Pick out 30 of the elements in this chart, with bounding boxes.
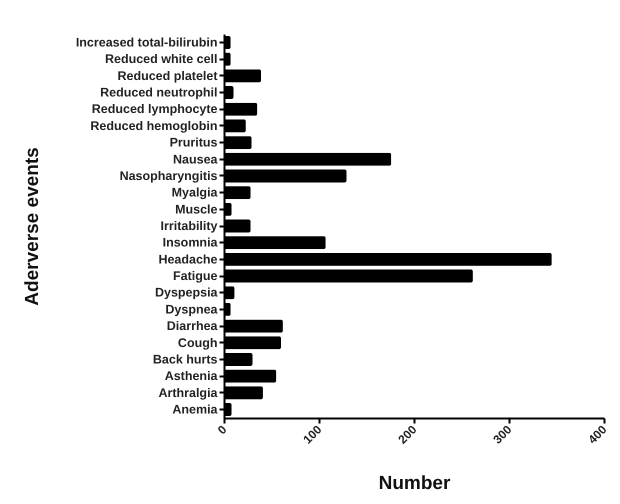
y-axis-title: Aderverse events: [22, 147, 43, 306]
y-tick-label: Headache: [158, 252, 218, 266]
x-tick-label: 200: [395, 422, 420, 447]
y-tick-label: Dyspepsia: [154, 286, 219, 300]
y-tick-label: Reduced hemoglobin: [90, 118, 218, 133]
y-tick-label: Nasopharyngitis: [120, 168, 218, 183]
y-tick-label: Reduced white cell: [104, 52, 218, 66]
y-tick-label: Reduced lymphocyte: [92, 102, 218, 116]
y-tick-label: Irritability: [160, 219, 218, 233]
y-tick-label: Nausea: [173, 152, 219, 166]
y-tick-label: Increased total-bilirubin: [76, 36, 218, 50]
x-tick-label: 300: [490, 422, 515, 447]
y-tick-label: Pruritus: [170, 136, 218, 150]
y-tick-label: Back hurts: [152, 352, 218, 366]
y-tick-label: Muscle: [175, 202, 218, 216]
x-axis-title: Number: [378, 472, 451, 494]
y-tick-label: Diarrhea: [166, 319, 219, 334]
x-tick-label: 100: [300, 422, 325, 447]
y-tick-label: Arthralgia: [158, 386, 219, 400]
y-tick-label: Reduced neutrophil: [100, 86, 218, 100]
y-tick-label: Reduced platelet: [117, 68, 218, 83]
y-tick-label: Anemia: [172, 402, 219, 416]
x-tick-label: 0: [214, 422, 230, 438]
y-tick-label: Insomnia: [162, 236, 219, 250]
y-tick-label: Fatigue: [173, 269, 218, 284]
x-tick-label: 400: [585, 422, 610, 447]
y-tick-label: Cough: [178, 336, 218, 350]
y-tick-label: Dyspnea: [165, 302, 219, 316]
y-tick-label: Myalgia: [172, 186, 219, 200]
y-tick-label: Asthenia: [164, 369, 219, 384]
